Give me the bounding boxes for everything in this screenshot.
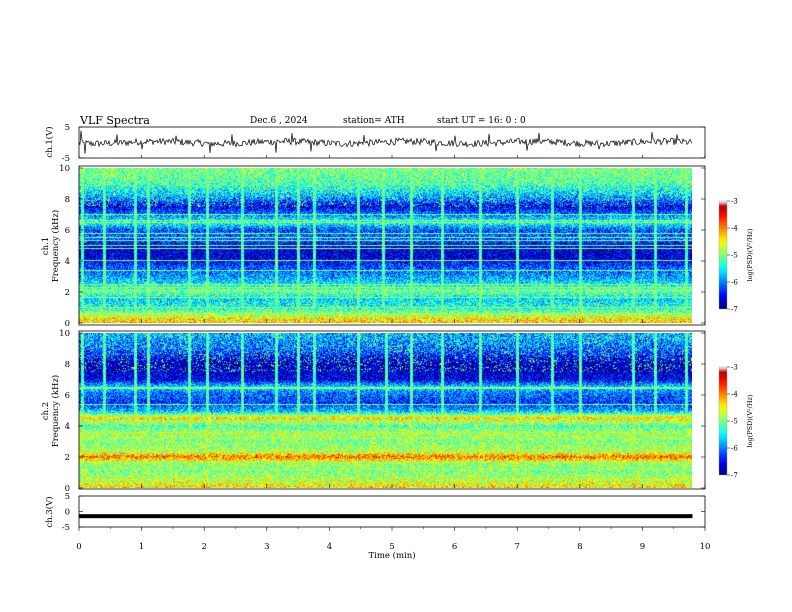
ch2-spectrogram-panel: ch.2 Frequency (kHz): [41, 330, 706, 490]
ch2-spectrogram-image: [79, 333, 692, 488]
start-time-label: start UT = 16: 0 : 0: [437, 116, 526, 126]
time-axis-tick-label: 2: [201, 542, 206, 552]
ch1-waveform-ylabel: ch.1(V): [44, 126, 55, 157]
colorbars: -3 -4 -5 -6 -7 log(PSD)(V²/Hz) -3 -4 -5 -6 -7 log(P…: [718, 198, 754, 480]
ch1-spectrogram-ytick-label: 2: [65, 288, 70, 298]
ch2-spectrogram-ylabel-frequency: Frequency (kHz): [50, 375, 61, 447]
ch1-waveform-ytick-label: 5: [65, 123, 70, 133]
ch1-spectrogram-frame: [78, 165, 706, 326]
time-axis-label: Time (min): [368, 550, 415, 561]
ch1-spectrogram-ytick-label: 6: [65, 226, 70, 236]
time-axis-tick-label: 8: [577, 542, 582, 552]
time-axis-tick-label: 6: [452, 542, 457, 552]
ch2-spectrogram-ytick-label: 4: [65, 422, 70, 432]
ch1-spectrogram-image-holder: [79, 168, 692, 323]
ch2-colorbar-tick-label: -4: [731, 391, 738, 399]
ch1-spectrogram-ytick-label: 8: [65, 195, 70, 205]
ch2-colorbar-tick-label: -6: [731, 445, 738, 453]
ch1-colorbar-tick-label: -5: [731, 252, 738, 260]
ch1-spectrogram-ylabel-channel: ch.1: [41, 237, 51, 255]
ch2-colorbar-tick-label: -7: [731, 472, 738, 480]
time-axis-tick-label: 1: [139, 542, 144, 552]
ch1-colorbar-tick-label: -6: [731, 279, 738, 287]
ch1-colorbar-tick-label: -4: [731, 225, 738, 233]
ch2-spectrogram-frame: [78, 330, 706, 490]
ch1-spectrogram-panel: ch.1 Frequency (kHz): [41, 165, 706, 326]
ch3-waveform-line: [79, 514, 693, 519]
time-axis-tick-label: 3: [264, 542, 269, 552]
ch2-spectrogram-ylabel-channel: ch.2: [41, 402, 51, 420]
ch3-waveform-ytick-label: 5: [65, 492, 70, 502]
ch3-waveform-ytick-label: 0: [65, 508, 70, 518]
time-axis-tick-label: 0: [76, 542, 81, 552]
ch2-colorbar-tick-label: -3: [731, 364, 738, 372]
ch2-colorbar-bar: [718, 366, 728, 476]
ch2-spectrogram-ytick-label: 0: [65, 484, 70, 494]
ch3-waveform-ytick-label: -5: [62, 523, 70, 533]
station-label: station= ATH: [343, 116, 405, 126]
ch2-spectrogram-image-holder: [79, 333, 692, 488]
ch1-colorbar-tick-label: -3: [731, 198, 738, 206]
time-axis-tick-label: 10: [700, 542, 711, 552]
ch1-waveform-ytick-label: -5: [62, 154, 70, 164]
ch2-spectrogram-ytick-label: 8: [65, 360, 70, 370]
time-axis-tick-label: 5: [389, 542, 394, 552]
ch2-colorbar-tick-label: -5: [731, 418, 738, 426]
ch2-spectrogram-ytick-label: 6: [65, 391, 70, 401]
ch3-waveform-frame: [78, 495, 706, 528]
ch2-colorbar-label: log(PSD)(V²/Hz): [746, 394, 754, 447]
ch1-colorbar-label: log(PSD)(V²/Hz): [746, 228, 754, 281]
ch1-colorbar-bar: [718, 200, 728, 310]
ch1-spectrogram-ytick-label: 0: [65, 319, 70, 329]
date-label: Dec.6 , 2024: [250, 116, 308, 126]
time-axis-tick-label: 9: [640, 542, 645, 552]
ch1-spectrogram-ytick-label: 4: [65, 257, 70, 267]
ch1-spectrogram-ytick-label: 10: [59, 164, 70, 174]
time-axis-tick-label: 7: [514, 542, 519, 552]
ch1-waveform-panel: ch.1(V): [44, 126, 706, 159]
ch1-waveform-frame: [78, 126, 706, 159]
ch2-spectrogram-ytick-label: 2: [65, 453, 70, 463]
ch1-waveform-line: [78, 130, 693, 154]
figure-title: VLF Spectra: [79, 114, 150, 127]
ch3-waveform-ylabel: ch.3(V): [44, 496, 55, 527]
ch1-colorbar-tick-label: -7: [731, 306, 738, 314]
ch1-spectrogram-image: [79, 168, 692, 323]
time-axis-tick-label: 4: [327, 542, 332, 552]
ch2-spectrogram-ytick-label: 10: [59, 329, 70, 339]
ch1-spectrogram-ylabel-frequency: Frequency (kHz): [50, 210, 61, 282]
